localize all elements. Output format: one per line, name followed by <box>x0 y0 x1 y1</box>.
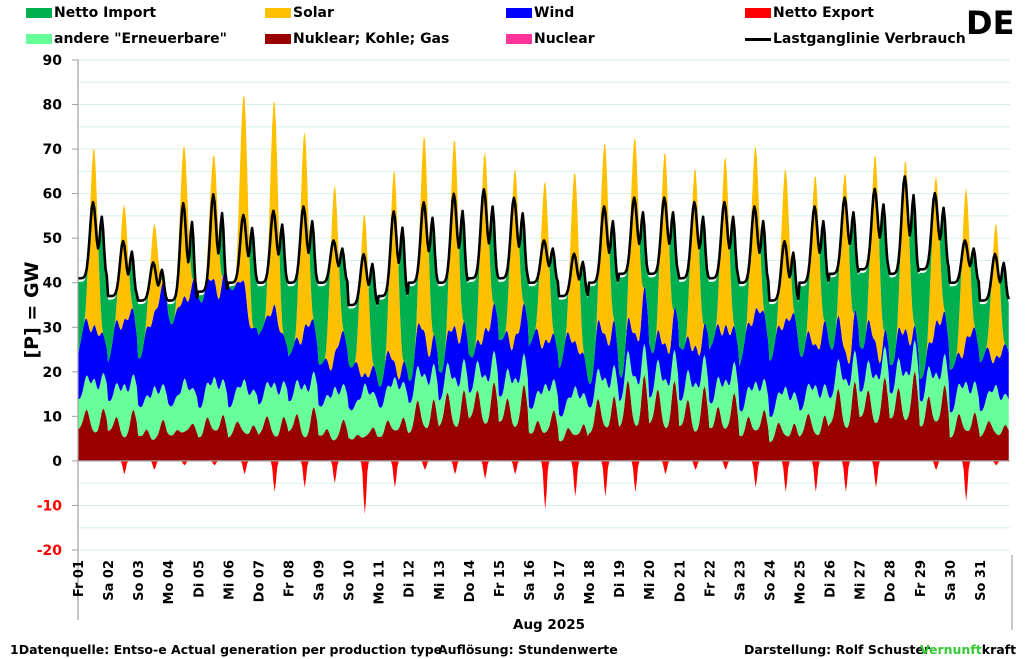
legend-label: Netto Export <box>773 5 874 21</box>
y-tick-label: 70 <box>43 142 63 158</box>
y-tick-label: 90 <box>43 53 63 69</box>
legend-swatch <box>265 34 291 44</box>
legend-swatch <box>26 34 52 44</box>
footer-source: 1Datenquelle: Entso-e Actual generation … <box>10 642 443 657</box>
x-tick-label: So 10 <box>343 560 358 601</box>
x-tick-label: Mi 20 <box>643 560 658 600</box>
legend-item-wind: Wind <box>506 5 574 21</box>
x-axis-title: Aug 2025 <box>513 617 585 633</box>
x-tick-label: Fr 01 <box>72 560 87 597</box>
x-tick-label: So 17 <box>553 560 568 601</box>
y-tick-label: 60 <box>43 187 63 203</box>
y-tick-label: 40 <box>43 276 63 292</box>
legend-label: Nuklear; Kohle; Gas <box>293 31 450 47</box>
axes <box>72 59 1013 630</box>
legend-swatch <box>265 8 291 18</box>
x-tick-label: Do 14 <box>463 560 478 602</box>
legend-label: Nuclear <box>534 31 595 47</box>
y-tick-label: 80 <box>43 98 63 114</box>
x-tick-label: Do 07 <box>252 560 267 602</box>
x-tick-label: Fr 15 <box>493 560 508 597</box>
legend-item-netto-import: Netto Import <box>26 5 156 21</box>
legend-swatch <box>506 34 532 44</box>
legend-label: Wind <box>534 5 575 21</box>
legend-line-swatch <box>745 37 771 41</box>
x-tick-label: Di 26 <box>824 560 839 598</box>
x-tick-label: Di 12 <box>403 560 418 598</box>
y-tick-label: -20 <box>37 543 63 559</box>
country-label: DE <box>966 4 1015 42</box>
x-tick-label: Sa 09 <box>313 560 328 601</box>
brand-vernunft: Vernunft <box>920 642 982 657</box>
x-tick-label: Fr 22 <box>703 560 718 597</box>
x-tick-label: Fr 29 <box>914 560 929 597</box>
x-tick-label: Sa 23 <box>733 560 748 601</box>
y-tick-label: 20 <box>43 365 63 381</box>
x-tick-label: Do 21 <box>673 560 688 602</box>
x-tick-label: Do 28 <box>884 560 899 602</box>
load-line <box>77 175 1010 307</box>
legend-item-solar: Solar <box>265 5 334 21</box>
x-tick-label: Sa 16 <box>523 560 538 601</box>
y-tick-label: 0 <box>52 454 62 470</box>
legend-item-lastganglinie: Lastganglinie Verbrauch <box>745 31 966 47</box>
x-tick-label: So 03 <box>132 560 147 601</box>
legend-item-nuclear: Nuclear <box>506 31 595 47</box>
footer-author: Darstellung: Rolf Schuster <box>744 642 931 657</box>
legend-label: Netto Import <box>54 5 157 21</box>
legend-swatch <box>506 8 532 18</box>
x-tick-label: So 31 <box>974 560 989 601</box>
x-tick-label: Mo 18 <box>583 560 598 604</box>
x-tick-label: Mo 04 <box>162 560 177 604</box>
area-wind <box>78 272 1009 417</box>
footer-resolution: Auflösung: Stundenwerte <box>438 642 618 657</box>
x-tick-label: Mi 27 <box>854 560 869 600</box>
y-tick-label: 30 <box>43 320 63 336</box>
y-tick-label: -10 <box>37 498 63 514</box>
legend-label: andere "Erneuerbare" <box>54 31 227 47</box>
x-tick-label: Mi 06 <box>222 560 237 600</box>
x-tick-label: Sa 30 <box>944 560 959 601</box>
load-line-group <box>77 175 1010 307</box>
x-tick-label: Mo 25 <box>794 560 809 604</box>
legend-swatch <box>26 8 52 18</box>
legend-item-netto-export: Netto Export <box>745 5 874 21</box>
footer-brand: Vernunftkraft <box>920 642 1016 657</box>
x-tick-label: Sa 02 <box>102 560 117 601</box>
x-tick-labels: Fr 01 Sa 02 So 03 Mo 04 Di 05 Mi 06 Do 07 Fr 08… <box>72 560 989 604</box>
stacked-areas <box>78 94 1009 515</box>
x-tick-label: Di 05 <box>192 560 207 598</box>
legend-label: Solar <box>293 5 334 21</box>
x-tick-label: Di 19 <box>613 560 628 598</box>
legend-swatch <box>745 8 771 18</box>
area-andere-erneuerbare <box>78 339 1009 443</box>
x-tick-label: Mo 11 <box>373 560 388 604</box>
x-tick-label: Mi 13 <box>433 560 448 600</box>
y-tick-label: 10 <box>43 409 63 425</box>
x-tick-label: So 24 <box>764 560 779 601</box>
area-netto-export <box>78 460 1009 515</box>
legend-item-andere-erneuerbare: andere "Erneuerbare" <box>26 31 227 47</box>
x-tick-label: Fr 08 <box>283 560 298 597</box>
area-nuklear-kohle-gas <box>78 371 1009 461</box>
y-tick-labels: 90 80 70 60 50 40 30 20 10 0 -10 -20 <box>37 53 63 559</box>
legend-item-nuklear-kohle-gas: Nuklear; Kohle; Gas <box>265 31 449 47</box>
legend-label: Lastganglinie Verbrauch <box>773 31 966 47</box>
area-netto-import <box>78 94 1009 387</box>
brand-kraft: kraft <box>981 642 1017 657</box>
y-tick-label: 50 <box>43 231 63 247</box>
